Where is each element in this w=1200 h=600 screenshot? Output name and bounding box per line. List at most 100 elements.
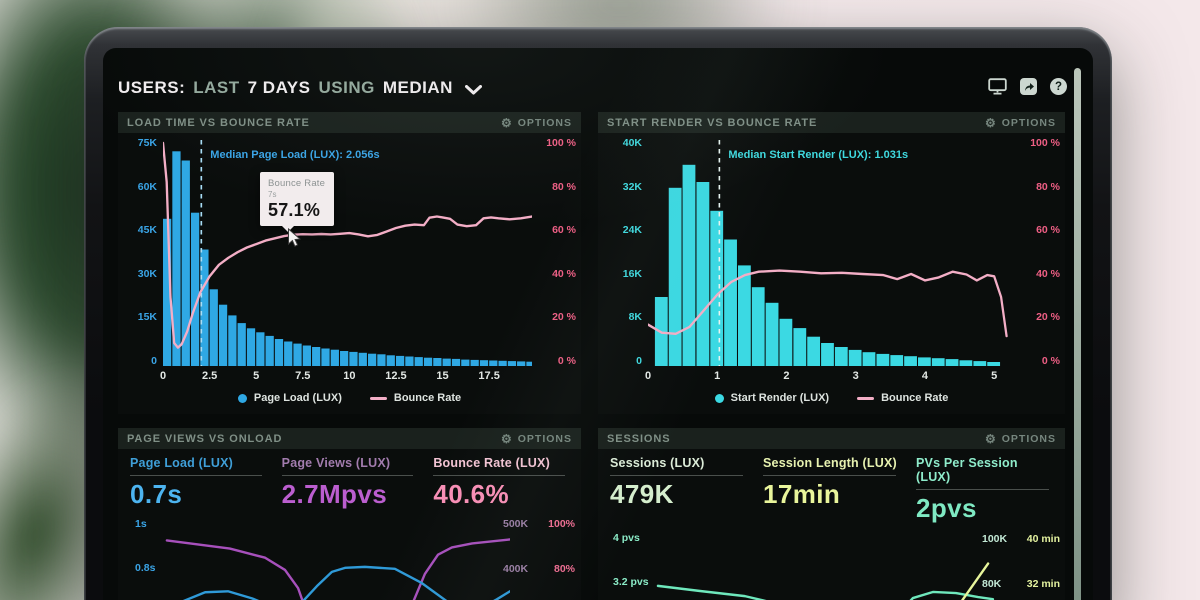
axis-tick: 80 % <box>1036 180 1060 193</box>
panel-start-render-vs-bounce-rate: START RENDER VS BOUNCE RATE ⚙ OPTIONS 40K… <box>598 112 1065 414</box>
x-tick: 17.5 <box>478 370 500 382</box>
dashboard-title-dropdown[interactable]: USERS: LAST 7 DAYS USING MEDIAN <box>118 72 482 104</box>
divider <box>130 475 262 476</box>
display-icon[interactable] <box>988 78 1007 95</box>
metric-session-length: Session Length (LUX) 17min <box>763 456 897 509</box>
tooltip: Bounce Rate 7s 57.1% <box>260 172 334 232</box>
options-button[interactable]: ⚙ OPTIONS <box>984 115 1056 130</box>
metric-page-load: Page Load (LUX) 0.7s <box>130 456 266 510</box>
axis-row: 500K 100% <box>503 518 575 530</box>
legend-item-bars: Page Load (LUX) <box>237 392 342 404</box>
axis-tick: 20 % <box>1036 311 1060 324</box>
x-tick: 0 <box>644 370 652 382</box>
laptop-shell: USERS: LAST 7 DAYS USING MEDIAN ? LOAD T… <box>84 27 1112 600</box>
x-tick: 2 <box>783 370 790 382</box>
title-7days: 7 DAYS <box>247 78 311 97</box>
x-axis: 0 1 2 3 4 5 <box>644 368 1008 385</box>
x-tick: 10 <box>343 370 356 382</box>
legend: Page Load (LUX) Bounce Rate <box>118 385 581 411</box>
x-tick: 15 <box>436 370 449 382</box>
metric-page-views: Page Views (LUX) 2.7Mpvs <box>281 456 418 510</box>
axis-tick: 4 pvs <box>613 532 640 544</box>
axis-tick: 100 % <box>546 137 576 149</box>
axis-tick: 40 % <box>1036 267 1060 280</box>
x-tick: 4 <box>921 370 928 382</box>
x-tick: 5 <box>253 370 260 382</box>
metric-bounce-rate: Bounce Rate (LUX) 40.6% <box>433 456 569 510</box>
median-annotation: Median Start Render (LUX): 1.031s <box>728 149 909 161</box>
axis-tick: 0 % <box>557 354 576 367</box>
options-button[interactable]: ⚙ OPTIONS <box>500 431 572 446</box>
gear-icon: ⚙ <box>984 431 997 446</box>
page-views-chart <box>135 516 510 600</box>
axis-tick: 0 % <box>1041 354 1060 367</box>
axis-tick: 30K <box>137 267 157 280</box>
axis-tick: 40K <box>622 137 642 149</box>
panel-load-time-vs-bounce-rate: LOAD TIME VS BOUNCE RATE ⚙ OPTIONS 75K 60K… <box>118 112 581 414</box>
x-tick: 7.5 <box>295 370 311 382</box>
panel-sessions: SESSIONS ⚙ OPTIONS Sessions (LUX) 479K Ses… <box>598 428 1065 600</box>
axis-tick: 0 <box>636 354 642 367</box>
axis-tick: 45K <box>137 224 157 237</box>
axis-tick: 60 % <box>552 224 576 237</box>
help-icon[interactable]: ? <box>1050 78 1067 95</box>
tooltip-series: Bounce Rate <box>268 178 326 189</box>
load-time-chart <box>163 140 532 366</box>
legend: Start Render (LUX) Bounce Rate <box>598 385 1065 411</box>
axis-row: 80K 32 min <box>982 578 1060 590</box>
axis-tick: 15K <box>137 311 157 324</box>
axis-tick: 8K <box>628 311 642 324</box>
panel-title: PAGE VIEWS VS ONLOAD <box>127 432 283 445</box>
share-icon[interactable] <box>1020 78 1037 95</box>
y-axis-left: 75K 60K 45K 30K 15K 0 <box>118 136 163 366</box>
axis-tick: 60 % <box>1036 224 1060 237</box>
legend-dot-icon <box>714 393 724 403</box>
mouse-cursor-icon <box>288 228 301 247</box>
title-users: USERS: <box>118 78 186 97</box>
axis-tick: 75K <box>137 137 157 149</box>
panel-page-views-vs-onload: PAGE VIEWS VS ONLOAD ⚙ OPTIONS Page Load … <box>118 428 581 600</box>
metrics-row: Page Load (LUX) 0.7s Page Views (LUX) 2.7M… <box>118 449 581 510</box>
scrollbar[interactable] <box>1074 68 1081 600</box>
x-tick: 0 <box>159 370 167 382</box>
title-median: MEDIAN <box>382 78 453 97</box>
axis-tick: 1s <box>135 518 147 530</box>
axis-tick: 3.2 pvs <box>613 576 649 588</box>
x-tick: 12.5 <box>385 370 407 382</box>
axis-tick: 20 % <box>552 311 576 324</box>
x-tick: 2.5 <box>201 370 218 382</box>
axis-tick: 0.8s <box>135 562 156 574</box>
screen: USERS: LAST 7 DAYS USING MEDIAN ? LOAD T… <box>103 48 1093 600</box>
divider <box>916 489 1049 490</box>
metrics-row: Sessions (LUX) 479K Session Length (LUX) 1… <box>598 449 1065 524</box>
y-axis-right: 100 % 80 % 60 % 40 % 20 % 0 % <box>1008 136 1065 366</box>
panel-title: START RENDER VS BOUNCE RATE <box>607 116 818 129</box>
metric-pvs-per-session: PVs Per Session (LUX) 2pvs <box>916 456 1053 524</box>
legend-item-bars: Start Render (LUX) <box>714 392 829 404</box>
y-axis-left: 40K 32K 24K 16K 8K 0 <box>598 136 648 366</box>
median-annotation: Median Page Load (LUX): 2.056s <box>210 149 380 161</box>
gear-icon: ⚙ <box>500 431 513 446</box>
divider <box>763 475 896 476</box>
axis-tick: 0 <box>151 354 157 367</box>
plot-area[interactable]: Median Start Render (LUX): 1.031s <box>648 136 1008 366</box>
tooltip-bin: 7s <box>268 190 277 199</box>
gear-icon: ⚙ <box>500 115 513 130</box>
legend-item-line: Bounce Rate <box>857 392 948 404</box>
axis-tick: 100 % <box>1030 137 1060 149</box>
axis-tick: 40 % <box>552 267 576 280</box>
axis-tick: 16K <box>622 267 642 280</box>
options-button[interactable]: ⚙ OPTIONS <box>984 431 1056 446</box>
tooltip-value: 57.1% <box>268 200 321 220</box>
legend-line-icon <box>369 396 387 400</box>
options-button[interactable]: ⚙ OPTIONS <box>500 115 572 130</box>
chevron-down-icon <box>464 84 482 94</box>
panel-title: SESSIONS <box>607 432 671 445</box>
start-render-chart <box>648 140 1008 366</box>
panel-header: SESSIONS ⚙ OPTIONS <box>598 428 1065 449</box>
axis-tick: 24K <box>622 224 642 237</box>
plot-area[interactable]: Median Page Load (LUX): 2.056s Bounce Ra… <box>163 136 532 366</box>
divider <box>433 475 565 476</box>
